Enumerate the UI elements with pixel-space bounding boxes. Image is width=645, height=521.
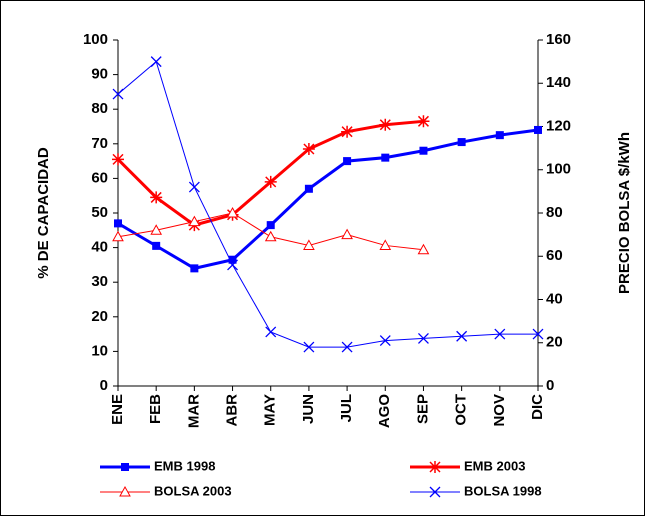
point <box>112 230 124 242</box>
y-tick-label: 40 <box>91 239 108 256</box>
point <box>227 259 239 271</box>
point <box>343 157 352 166</box>
series-line <box>117 60 538 348</box>
y-tick-label: 0 <box>100 377 108 394</box>
point <box>381 153 390 162</box>
y2-tick-label: 60 <box>546 247 563 264</box>
point <box>265 326 277 338</box>
point <box>457 138 466 147</box>
y2-tick-label: 80 <box>546 204 563 221</box>
point <box>417 243 430 255</box>
point <box>532 328 544 340</box>
legend-label: EMB 1998 <box>154 458 215 473</box>
point <box>417 332 429 344</box>
point <box>112 88 124 100</box>
x-tick-label: AGO <box>376 394 393 429</box>
point <box>341 125 354 138</box>
point <box>341 228 353 240</box>
x-tick-label: MAR <box>185 394 202 428</box>
y-tick-label: 30 <box>91 273 108 290</box>
x-tick-label: FEB <box>147 394 164 424</box>
point <box>303 341 315 353</box>
y-tick-label: 90 <box>91 66 108 83</box>
y2-tick-label: 40 <box>546 290 563 307</box>
x-tick-label: ENE <box>109 394 126 425</box>
point <box>379 118 392 131</box>
x-tick-label: JUL <box>338 394 355 422</box>
y-tick-label: 80 <box>91 100 108 117</box>
point <box>188 181 200 193</box>
y-tick-label: 50 <box>91 204 108 221</box>
x-tick-label: DIC <box>529 394 546 420</box>
point <box>534 125 542 134</box>
point <box>190 264 199 273</box>
point <box>379 335 391 347</box>
point <box>304 184 313 193</box>
point <box>264 175 277 188</box>
y-tick-label: 70 <box>91 135 108 152</box>
y2-tick-label: 120 <box>546 117 571 134</box>
legend-marker <box>119 485 131 497</box>
point <box>303 239 315 250</box>
x-tick-label: MAY <box>262 394 279 426</box>
point <box>150 56 162 68</box>
point <box>226 206 239 218</box>
point <box>419 146 428 155</box>
point <box>417 115 430 128</box>
legend-label: EMB 2003 <box>464 458 525 473</box>
x-tick-label: NOV <box>491 394 508 427</box>
point <box>112 153 124 166</box>
y-tick-label: 60 <box>91 169 108 186</box>
legend-label: BOLSA 2003 <box>154 483 232 498</box>
point <box>494 328 506 340</box>
y2-tick-label: 160 <box>546 31 571 48</box>
x-tick-label: OCT <box>453 394 470 426</box>
point <box>495 131 504 140</box>
y2-tick-label: 100 <box>546 161 571 178</box>
point <box>114 219 122 228</box>
y2-tick-label: 20 <box>546 334 563 351</box>
legend-marker <box>429 461 441 473</box>
point <box>341 341 353 353</box>
legend-label: BOLSA 1998 <box>464 483 542 498</box>
point <box>379 239 392 250</box>
y-tick-label: 20 <box>91 308 108 325</box>
point <box>264 230 277 242</box>
point <box>152 241 161 250</box>
point <box>150 224 163 235</box>
y2-tick-label: 0 <box>546 377 554 394</box>
x-tick-label: JUN <box>300 394 317 424</box>
y2-axis-label: PRECIO BOLSA $/kWh <box>616 132 633 294</box>
x-tick-label: SEP <box>414 394 431 424</box>
y-tick-label: 10 <box>91 342 108 359</box>
legend-marker <box>121 463 129 471</box>
series-line <box>117 128 539 270</box>
legend-marker <box>429 486 441 498</box>
point <box>456 330 468 342</box>
point <box>228 255 237 264</box>
y-tick-label: 100 <box>83 31 108 48</box>
point <box>302 142 315 155</box>
point <box>188 215 201 227</box>
point <box>266 221 275 230</box>
x-tick-label: ABR <box>224 394 241 427</box>
point <box>150 191 163 204</box>
y2-tick-label: 140 <box>546 74 571 91</box>
y-axis-label: % DE CAPACIDAD <box>35 147 52 279</box>
